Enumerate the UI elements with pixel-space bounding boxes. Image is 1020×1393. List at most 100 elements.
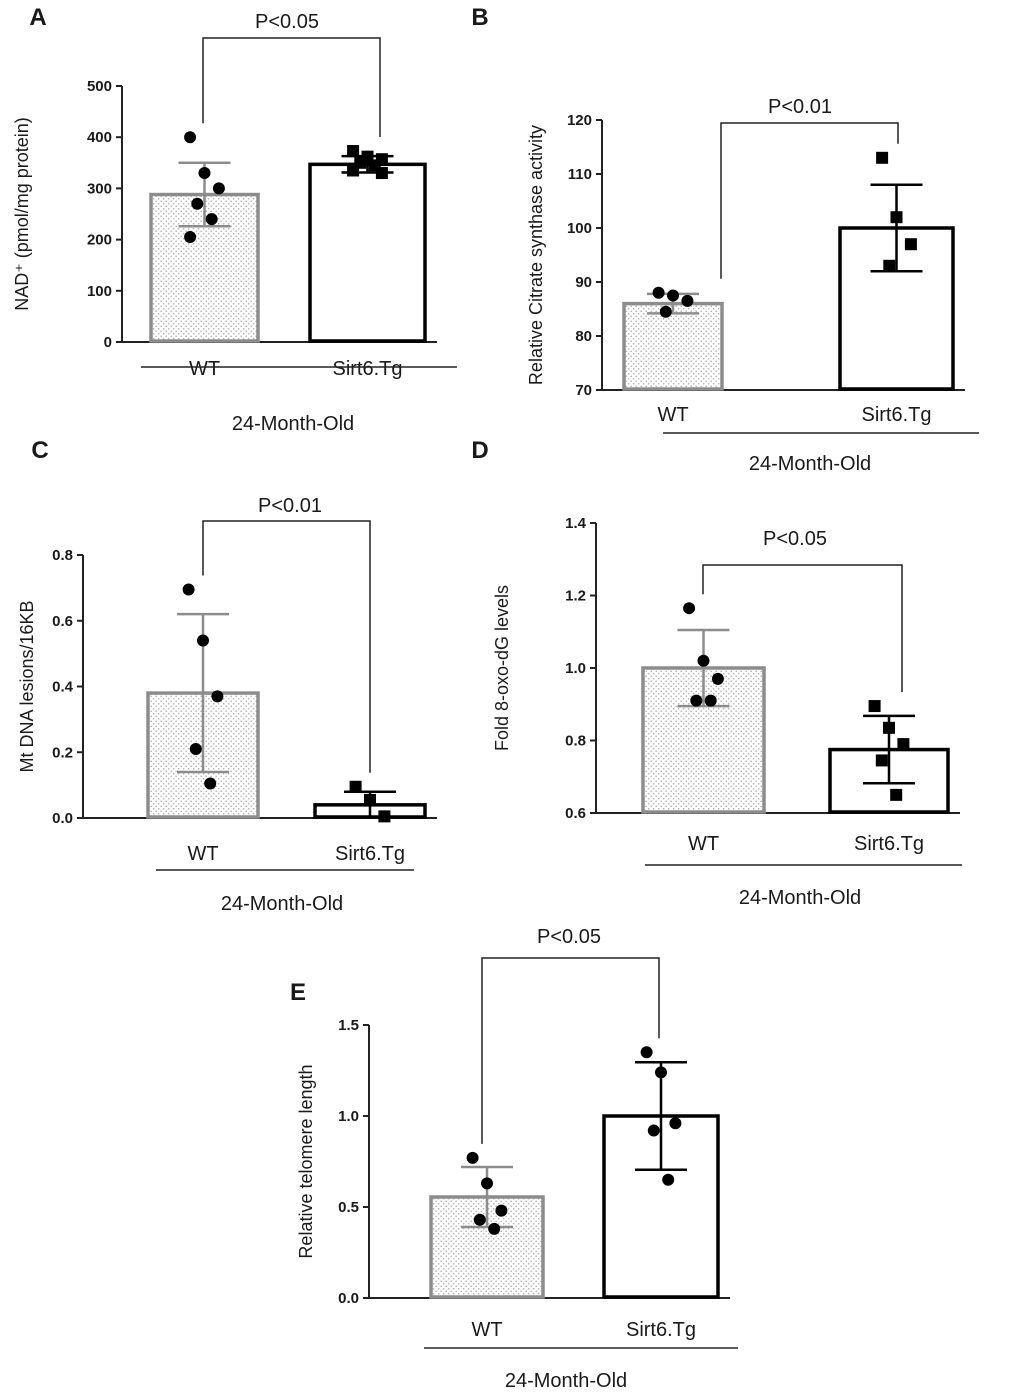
- data-point: [683, 602, 696, 615]
- category-label-sirt6-tg: Sirt6.Tg: [861, 404, 931, 426]
- data-point: [347, 145, 360, 158]
- data-point: [378, 810, 391, 823]
- data-point: [191, 197, 204, 210]
- panel-a: A 0 100 200 300 400 500 NAD⁺ (pmol/mg protein) W…: [12, 4, 457, 435]
- y-tick-label: 0.6: [565, 805, 586, 822]
- group-label: 24-Month-Old: [505, 1370, 627, 1392]
- panel-letter: B: [471, 4, 488, 31]
- data-point: [890, 211, 903, 224]
- y-tick-label: 0.8: [565, 733, 586, 750]
- data-point: [205, 213, 218, 226]
- panel-d: D 0.6 0.8 1.0 1.2 1.4 Fold 8-oxo-dG levels WT Si…: [471, 437, 962, 909]
- y-tick-label: 120: [567, 112, 592, 129]
- data-point: [473, 1213, 486, 1226]
- data-point: [711, 672, 724, 685]
- data-point: [184, 231, 197, 244]
- category-label-wt: WT: [688, 833, 719, 855]
- y-tick-label: 1.0: [338, 1108, 359, 1125]
- data-point: [189, 742, 202, 755]
- data-point: [349, 780, 362, 793]
- data-point: [211, 690, 224, 703]
- data-point: [197, 634, 209, 647]
- panel-c: C 0.0 0.2 0.4 0.6 0.8 Mt DNA lesions/16KB WT Sir…: [17, 437, 437, 915]
- y-tick-label: 0.4: [52, 679, 74, 696]
- panel-e: E 0.0 0.5 1.0 1.5 Relative telomere length WT S…: [290, 926, 738, 1392]
- data-point: [647, 1124, 660, 1137]
- category-label-wt: WT: [657, 404, 688, 426]
- category-label-sirt6-tg: Sirt6.Tg: [854, 833, 924, 855]
- data-point: [890, 788, 903, 801]
- panel-letter: C: [31, 437, 48, 464]
- y-tick-label: 300: [87, 180, 112, 197]
- category-label-sirt6-tg: Sirt6.Tg: [335, 843, 405, 865]
- data-point: [481, 1177, 493, 1190]
- y-tick-label: 80: [575, 328, 592, 345]
- data-point: [659, 305, 672, 318]
- significance-label: P<0.05: [537, 926, 601, 948]
- y-tick-label: 1.0: [565, 660, 586, 677]
- data-point: [883, 259, 896, 272]
- data-point: [495, 1204, 508, 1217]
- category-label-sirt6-tg: Sirt6.Tg: [332, 358, 402, 380]
- data-point: [876, 151, 889, 164]
- group-label: 24-Month-Old: [739, 887, 861, 909]
- data-point: [347, 164, 360, 177]
- data-point: [488, 1222, 501, 1235]
- y-tick-label: 70: [575, 382, 592, 399]
- y-tick-label: 0.6: [52, 613, 73, 630]
- y-tick-label: 0.5: [338, 1199, 359, 1216]
- data-point: [640, 1046, 653, 1059]
- data-point: [697, 654, 710, 667]
- group-label: 24-Month-Old: [749, 453, 871, 475]
- y-tick-label: 1.4: [565, 515, 587, 532]
- category-label-wt: WT: [187, 843, 218, 865]
- data-point: [669, 1117, 682, 1130]
- significance-bracket: [481, 957, 660, 1144]
- significance-bracket: [702, 564, 903, 693]
- data-point: [466, 1151, 479, 1164]
- data-point: [690, 694, 703, 707]
- group-label: 24-Month-Old: [232, 413, 354, 435]
- data-point: [883, 721, 895, 734]
- significance-bracket: [720, 122, 899, 279]
- y-axis-title: Fold 8-oxo-dG levels: [492, 585, 512, 751]
- panel-letter: E: [290, 979, 306, 1006]
- data-point: [704, 694, 717, 707]
- data-point: [875, 754, 888, 767]
- y-tick-label: 0.0: [338, 1290, 359, 1307]
- y-tick-label: 1.5: [338, 1017, 359, 1034]
- y-tick-label: 0.0: [52, 810, 73, 827]
- y-axis-title: Mt DNA lesions/16KB: [17, 600, 37, 772]
- data-point: [375, 167, 388, 180]
- data-point: [652, 286, 665, 299]
- significance-label: P<0.05: [763, 528, 827, 550]
- category-label-wt: WT: [189, 358, 220, 380]
- y-tick-label: 400: [87, 129, 112, 146]
- data-point: [364, 793, 376, 806]
- y-tick-label: 0.8: [52, 547, 73, 564]
- group-label: 24-Month-Old: [221, 893, 343, 915]
- bar-wt: [622, 301, 724, 391]
- data-point: [662, 1173, 675, 1186]
- y-axis-title: Relative telomere length: [296, 1064, 316, 1258]
- data-point: [212, 182, 225, 195]
- data-point: [182, 583, 195, 596]
- data-point: [868, 700, 881, 713]
- y-tick-label: 100: [87, 283, 112, 300]
- bar-sirt6-tg: [308, 162, 427, 343]
- data-point: [897, 738, 910, 751]
- y-axis-title: NAD⁺ (pmol/mg protein): [12, 117, 32, 311]
- y-tick-label: 110: [568, 166, 592, 183]
- y-tick-label: 200: [87, 232, 112, 249]
- data-point: [198, 167, 211, 180]
- significance-label: P<0.05: [255, 11, 319, 33]
- data-point: [681, 294, 694, 307]
- category-label-wt: WT: [471, 1319, 502, 1341]
- panel-letter: A: [29, 4, 46, 31]
- data-point: [667, 289, 679, 302]
- significance-label: P<0.01: [768, 96, 832, 118]
- y-axis-title: Relative Citrate synthase activity: [526, 125, 546, 385]
- y-tick-label: 90: [575, 274, 592, 291]
- panel-letter: D: [471, 437, 488, 464]
